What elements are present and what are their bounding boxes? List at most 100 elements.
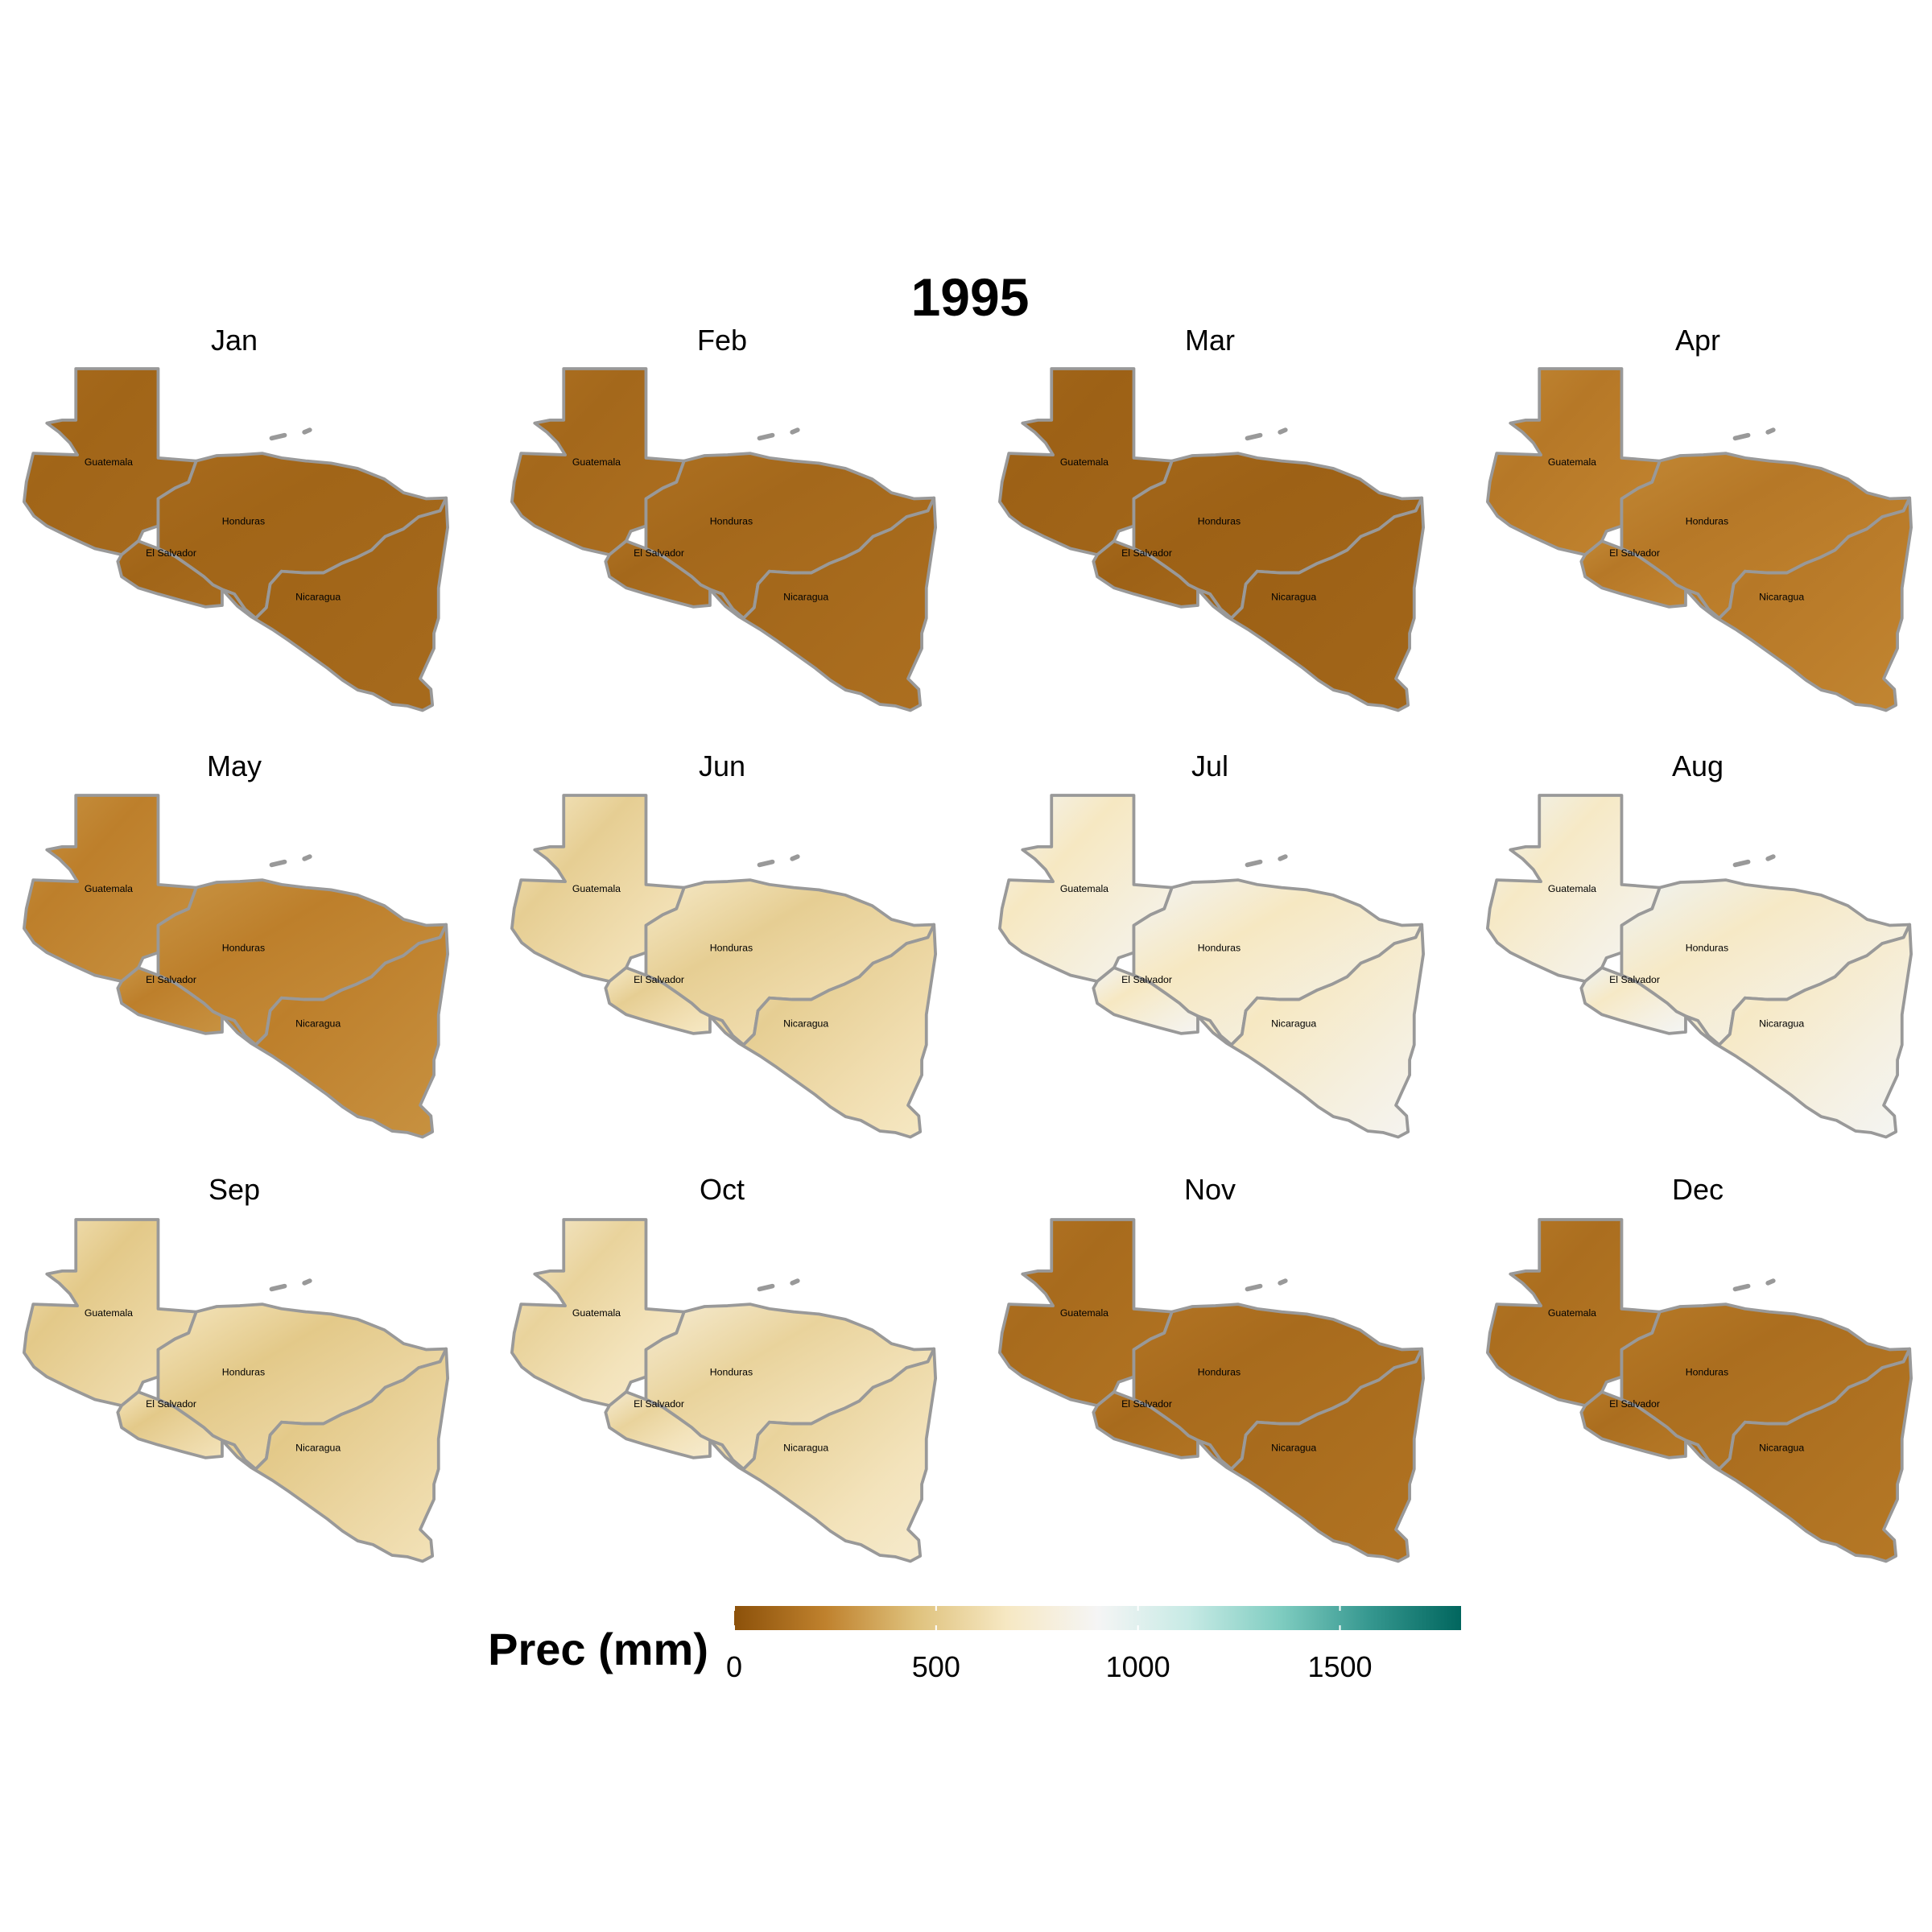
country-label: El Salvador [634,974,684,985]
country-label: Nicaragua [1759,591,1804,602]
month-title: Aug [1672,749,1724,782]
nicaragua-shape [1684,923,1913,1139]
el-salvador-shape [604,1390,712,1459]
nicaragua-shape [708,496,938,712]
nicaragua-shape [708,923,938,1139]
country-label: Nicaragua [295,1442,341,1453]
island-shape [1765,427,1776,435]
nicaragua-shape [221,496,450,712]
island-shape [757,859,775,868]
island-shape [1278,854,1288,861]
country-label: El Salvador [1121,547,1172,559]
country-label: Honduras [1198,1367,1241,1378]
el-salvador-shape [1092,966,1199,1035]
country-label: Nicaragua [1759,1018,1804,1029]
country-label: Guatemala [1060,1307,1108,1319]
country-label: Nicaragua [1271,1442,1316,1453]
month-panels: Jan Guatemala Honduras El Salvador Nicaragua… [23,324,1913,1563]
el-salvador-shape [116,966,224,1035]
island-shape [1245,432,1263,441]
country-label: Honduras [222,1367,265,1378]
nicaragua-shape [1196,1347,1426,1563]
country-label: Honduras [222,516,265,527]
country-label: El Salvador [1609,974,1660,985]
legend-tick-label: 1500 [1307,1650,1372,1683]
legend-ticks: 0 500 1000 1500 [726,1606,1373,1683]
island-shape [1278,1278,1288,1286]
nicaragua-shape [708,1347,938,1563]
month-map-sep: Guatemala Honduras El Salvador Nicaragua [23,1218,450,1563]
legend-tick-label: 0 [726,1650,742,1683]
island-shape [1278,427,1288,435]
figure-title: 1995 [911,267,1030,327]
island-shape [790,1278,800,1286]
month-title: Jan [211,324,258,357]
country-label: Nicaragua [783,591,828,602]
island-shape [1765,854,1776,861]
country-label: El Salvador [634,1398,684,1410]
month-title: Jul [1191,749,1228,782]
island-shape [1765,1278,1776,1286]
el-salvador-shape [1579,1390,1687,1459]
month-title: Feb [697,324,747,357]
country-label: Honduras [1198,516,1241,527]
country-label: Nicaragua [783,1018,828,1029]
month-title: Apr [1675,324,1720,357]
island-shape [1245,859,1263,868]
country-label: Guatemala [85,883,133,894]
month-map-aug: Guatemala Honduras El Salvador Nicaragua [1486,794,1913,1139]
legend-tick-label: 500 [912,1650,960,1683]
island-shape [302,854,312,861]
month-map-nov: Guatemala Honduras El Salvador Nicaragua [998,1218,1426,1563]
island-shape [269,859,287,868]
island-shape [269,1283,287,1292]
island-shape [302,427,312,435]
island-shape [1732,432,1751,441]
country-label: Guatemala [572,883,621,894]
island-shape [1732,859,1751,868]
country-label: Guatemala [572,1307,621,1319]
country-label: Nicaragua [1271,1018,1316,1029]
month-map-apr: Guatemala Honduras El Salvador Nicaragua [1486,367,1913,712]
legend-colorbar [734,1606,1461,1630]
nicaragua-shape [1196,496,1426,712]
country-label: El Salvador [1121,1398,1172,1410]
country-label: Nicaragua [1759,1442,1804,1453]
month-title: Jun [699,749,745,782]
nicaragua-shape [221,1347,450,1563]
month-map-jun: Guatemala Honduras El Salvador Nicaragua [510,794,938,1139]
month-map-mar: Guatemala Honduras El Salvador Nicaragua [998,367,1426,712]
nicaragua-shape [1684,496,1913,712]
island-shape [757,432,775,441]
country-label: Nicaragua [295,591,341,602]
country-label: Guatemala [1548,883,1596,894]
country-label: Honduras [1686,943,1728,954]
country-label: Honduras [1686,1367,1728,1378]
nicaragua-shape [1196,923,1426,1139]
country-label: Guatemala [1060,883,1108,894]
country-label: Honduras [710,516,753,527]
island-shape [757,1283,775,1292]
month-title: May [207,749,262,782]
country-label: Honduras [1686,516,1728,527]
el-salvador-shape [1579,539,1687,609]
country-label: El Salvador [634,547,684,559]
country-label: Guatemala [85,456,133,468]
el-salvador-shape [1092,1390,1199,1459]
country-label: El Salvador [1609,1398,1660,1410]
country-label: Guatemala [1548,456,1596,468]
island-shape [790,427,800,435]
el-salvador-shape [1092,539,1199,609]
el-salvador-shape [116,539,224,609]
month-map-jan: Guatemala Honduras El Salvador Nicaragua [23,367,450,712]
month-title: Oct [700,1173,745,1206]
country-label: El Salvador [146,974,196,985]
month-map-feb: Guatemala Honduras El Salvador Nicaragua [510,367,938,712]
country-label: Guatemala [572,456,621,468]
month-map-dec: Guatemala Honduras El Salvador Nicaragua [1486,1218,1913,1563]
island-shape [302,1278,312,1286]
month-map-oct: Guatemala Honduras El Salvador Nicaragua [510,1218,938,1563]
month-title: Mar [1185,324,1235,357]
country-label: Honduras [710,943,753,954]
